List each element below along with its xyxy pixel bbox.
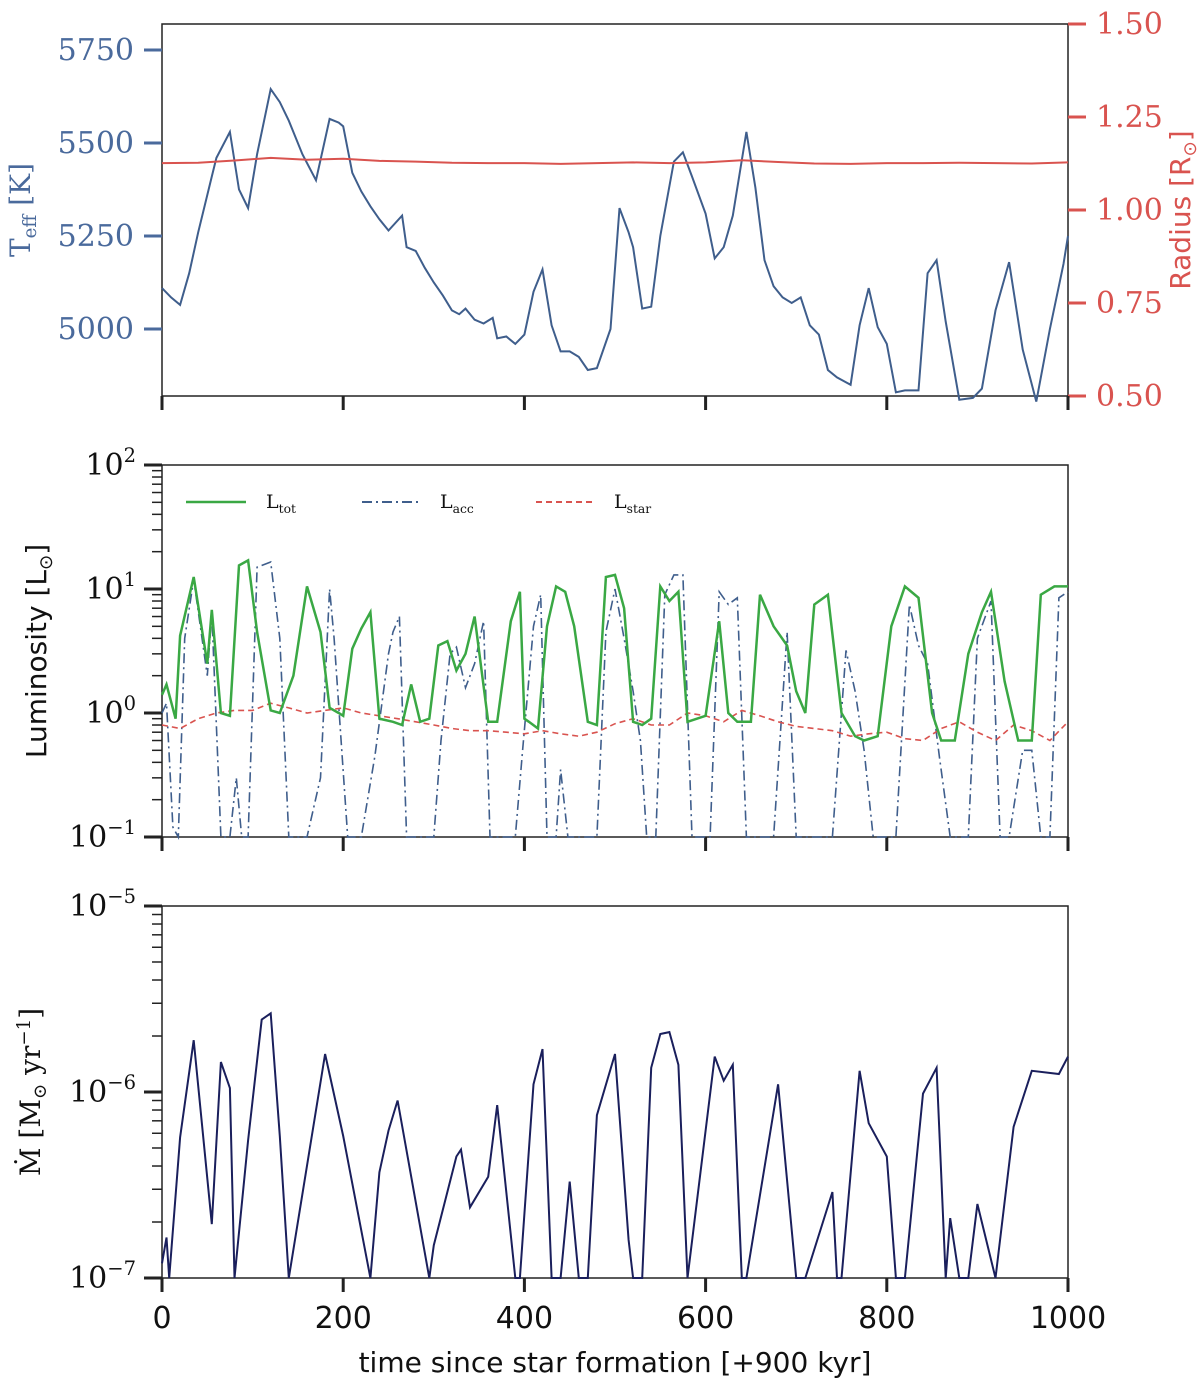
- mdot-tick-label: 10−5: [69, 885, 136, 924]
- radius-tick-label: 0.50: [1096, 379, 1163, 414]
- mdot-panel: 10−7 10−6 10−5 0 200 400 600 800 1000 Ṁ [M⊙ yr−…: [14, 885, 1106, 1379]
- radius-tick-label: 0.75: [1096, 286, 1163, 321]
- luminosity-frame: [161, 464, 1069, 838]
- legend-ltot-label: Ltot: [266, 491, 296, 516]
- teff-tick-label: 5000: [58, 312, 134, 347]
- l-star-line: [161, 702, 1069, 742]
- l-tot-line: [160, 558, 1068, 742]
- luminosity-axis-title: Luminosity [L⊙]: [20, 544, 57, 758]
- teff-radius-frame: [161, 23, 1069, 397]
- teff-tick-label: 5250: [58, 219, 134, 254]
- x-tick-label: 200: [315, 1301, 372, 1336]
- luminosity-tick-label: 102: [85, 444, 136, 483]
- radius-tick-label: 1.50: [1096, 7, 1163, 42]
- teff-radius-panel: 5000 5250 5500 5750 0.50 0.75 1.00 1.25 1.50 Te…: [4, 7, 1200, 414]
- radius-line: [161, 156, 1069, 165]
- luminosity-panel: 10−1 100 101 102 Ltot Lacc Lstar Luminosity…: [20, 444, 1070, 855]
- teff-tick-label: 5500: [58, 126, 134, 161]
- radius-tick-label: 1.25: [1096, 100, 1163, 135]
- mdot-tick-label: 10−6: [69, 1071, 136, 1110]
- radius-axis-title: Radius [R⊙]: [1164, 130, 1200, 289]
- x-tick-label: 0: [152, 1301, 171, 1336]
- legend-lacc-label: Lacc: [440, 491, 474, 516]
- mdot-axis-title: Ṁ [M⊙ yr−1]: [14, 1008, 51, 1176]
- mdot-tick-label: 10−7: [69, 1257, 136, 1296]
- x-tick-label: 1000: [1030, 1301, 1106, 1336]
- luminosity-tick-label: 10−1: [69, 816, 136, 855]
- x-axis-title: time since star formation [+900 kyr]: [359, 1346, 872, 1379]
- radius-tick-label: 1.00: [1096, 193, 1163, 228]
- luminosity-tick-label: 100: [85, 692, 136, 731]
- luminosity-tick-label: 101: [85, 568, 136, 607]
- legend-lstar-label: Lstar: [614, 491, 651, 516]
- x-tick-label: 600: [677, 1301, 734, 1336]
- teff-tick-label: 5750: [58, 33, 134, 68]
- teff-axis-title: Teff [K]: [4, 163, 41, 257]
- luminosity-legend: Ltot Lacc Lstar: [186, 491, 651, 516]
- mdot-line: [161, 1011, 1069, 1279]
- teff-line: [161, 86, 1069, 402]
- x-tick-label: 800: [858, 1301, 915, 1336]
- x-tick-label: 400: [496, 1301, 553, 1336]
- l-acc-line: [161, 560, 1069, 840]
